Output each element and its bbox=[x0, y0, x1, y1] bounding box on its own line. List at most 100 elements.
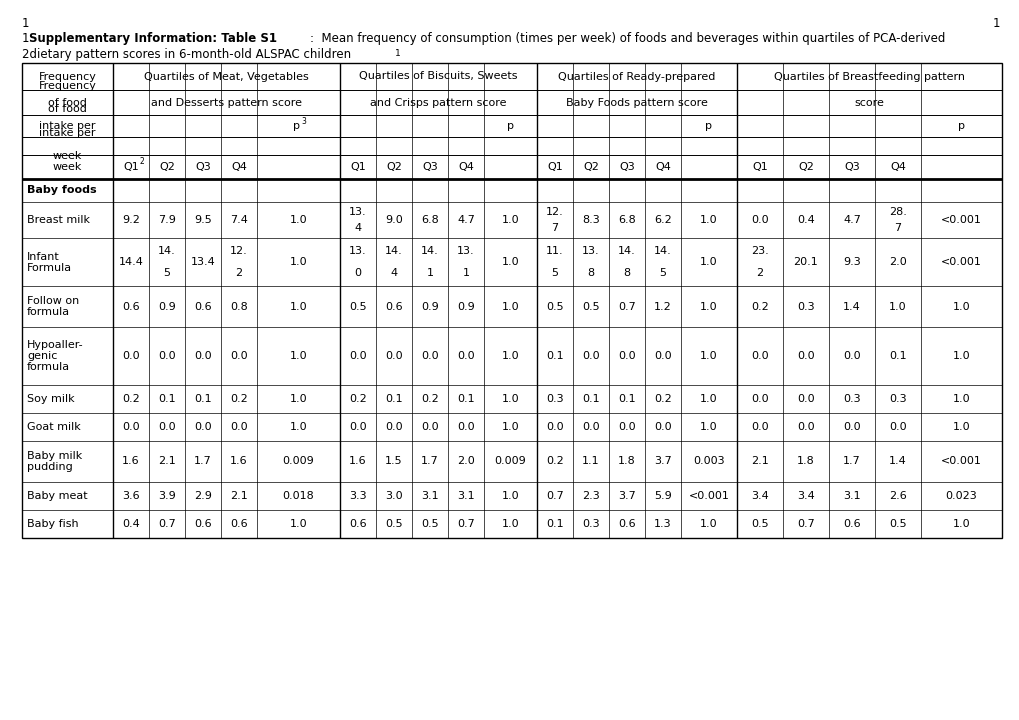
Text: 1.0: 1.0 bbox=[699, 302, 717, 312]
Text: 0.0: 0.0 bbox=[653, 422, 672, 432]
Text: 12.: 12. bbox=[230, 246, 248, 256]
Text: 0.2: 0.2 bbox=[348, 394, 367, 404]
Text: 0.1: 0.1 bbox=[618, 394, 635, 404]
Text: pudding: pudding bbox=[26, 462, 72, 472]
Text: 14.: 14. bbox=[158, 246, 175, 256]
Text: 1.8: 1.8 bbox=[618, 456, 635, 467]
Text: p: p bbox=[292, 121, 300, 131]
Text: 0.0: 0.0 bbox=[122, 351, 140, 361]
Text: 1.0: 1.0 bbox=[289, 302, 307, 312]
Text: Q3: Q3 bbox=[422, 162, 437, 172]
Text: 13.: 13. bbox=[348, 207, 367, 217]
Text: 1.0: 1.0 bbox=[289, 394, 307, 404]
Text: 2.0: 2.0 bbox=[889, 257, 906, 267]
Text: 0.0: 0.0 bbox=[653, 351, 672, 361]
Text: 5.9: 5.9 bbox=[653, 491, 672, 501]
Text: 0.0: 0.0 bbox=[582, 351, 599, 361]
Text: Q4: Q4 bbox=[458, 162, 474, 172]
Text: 1.0: 1.0 bbox=[289, 519, 307, 529]
Text: 9.3: 9.3 bbox=[843, 257, 860, 267]
Text: 0.3: 0.3 bbox=[545, 394, 564, 404]
Text: 1: 1 bbox=[462, 268, 469, 278]
Text: 0.0: 0.0 bbox=[122, 422, 140, 432]
Text: 4.7: 4.7 bbox=[457, 215, 475, 225]
Text: 8: 8 bbox=[587, 268, 594, 278]
Text: 0.023: 0.023 bbox=[945, 491, 976, 501]
Text: 1.6: 1.6 bbox=[230, 456, 248, 467]
Text: Q1: Q1 bbox=[751, 162, 767, 172]
Text: Hypoaller-: Hypoaller- bbox=[26, 340, 84, 350]
Text: 0.0: 0.0 bbox=[750, 351, 768, 361]
Text: Q2: Q2 bbox=[797, 162, 813, 172]
Text: Goat milk: Goat milk bbox=[26, 422, 81, 432]
Text: 1.0: 1.0 bbox=[501, 394, 519, 404]
Text: Infant: Infant bbox=[26, 251, 60, 261]
Text: 0: 0 bbox=[355, 268, 361, 278]
Text: 14.: 14. bbox=[421, 246, 438, 256]
Text: Q2: Q2 bbox=[159, 162, 175, 172]
Text: 1.0: 1.0 bbox=[699, 422, 717, 432]
Text: 20.1: 20.1 bbox=[793, 257, 817, 267]
Text: 0.7: 0.7 bbox=[457, 519, 475, 529]
Text: 3.1: 3.1 bbox=[421, 491, 438, 501]
Text: 0.0: 0.0 bbox=[582, 422, 599, 432]
Text: 1.2: 1.2 bbox=[653, 302, 672, 312]
Text: 0.0: 0.0 bbox=[457, 422, 475, 432]
Text: 13.: 13. bbox=[348, 246, 367, 256]
Text: 4: 4 bbox=[354, 222, 361, 233]
Text: 2.0: 2.0 bbox=[457, 456, 475, 467]
Text: 0.0: 0.0 bbox=[889, 422, 906, 432]
Text: <0.001: <0.001 bbox=[941, 215, 981, 225]
Text: 2.1: 2.1 bbox=[158, 456, 175, 467]
Text: 0.1: 0.1 bbox=[385, 394, 403, 404]
Text: 2.9: 2.9 bbox=[194, 491, 212, 501]
Text: 7: 7 bbox=[894, 222, 901, 233]
Text: :  Mean frequency of consumption (times per week) of foods and beverages within : : Mean frequency of consumption (times p… bbox=[310, 32, 945, 45]
Text: 4: 4 bbox=[390, 268, 397, 278]
Text: 0.6: 0.6 bbox=[618, 519, 635, 529]
Text: 0.1: 0.1 bbox=[582, 394, 599, 404]
Text: 0.5: 0.5 bbox=[889, 519, 906, 529]
Text: 1.0: 1.0 bbox=[501, 257, 519, 267]
Text: 0.0: 0.0 bbox=[158, 351, 175, 361]
Text: Q4: Q4 bbox=[654, 162, 671, 172]
Text: 0.003: 0.003 bbox=[693, 456, 725, 467]
Text: 1: 1 bbox=[426, 268, 433, 278]
Text: 0.6: 0.6 bbox=[348, 519, 367, 529]
Text: 0.009: 0.009 bbox=[494, 456, 526, 467]
Text: 9.0: 9.0 bbox=[385, 215, 403, 225]
Text: 0.0: 0.0 bbox=[421, 422, 438, 432]
Text: Q2: Q2 bbox=[385, 162, 401, 172]
Text: 0.0: 0.0 bbox=[843, 351, 860, 361]
Text: Quartiles of Ready-prepared: Quartiles of Ready-prepared bbox=[557, 71, 715, 81]
Text: 6.8: 6.8 bbox=[618, 215, 635, 225]
Text: 0.0: 0.0 bbox=[750, 394, 768, 404]
Text: 0.3: 0.3 bbox=[582, 519, 599, 529]
Text: Follow on: Follow on bbox=[26, 296, 79, 306]
Text: 1.0: 1.0 bbox=[952, 422, 969, 432]
Text: p: p bbox=[957, 121, 964, 131]
Text: Q3: Q3 bbox=[195, 162, 211, 172]
Text: 0.009: 0.009 bbox=[282, 456, 314, 467]
Text: 0.8: 0.8 bbox=[230, 302, 248, 312]
Text: week: week bbox=[53, 162, 83, 172]
Text: 1.0: 1.0 bbox=[952, 394, 969, 404]
Text: 1.0: 1.0 bbox=[699, 215, 717, 225]
Text: 1.0: 1.0 bbox=[952, 519, 969, 529]
Text: 1.3: 1.3 bbox=[653, 519, 672, 529]
Text: 1.7: 1.7 bbox=[194, 456, 212, 467]
Text: 0.0: 0.0 bbox=[843, 422, 860, 432]
Text: 0.6: 0.6 bbox=[122, 302, 140, 312]
Text: 0.0: 0.0 bbox=[750, 215, 768, 225]
Text: 0.2: 0.2 bbox=[545, 456, 564, 467]
Text: 14.4: 14.4 bbox=[118, 257, 144, 267]
Text: p: p bbox=[705, 121, 712, 131]
Text: 13.: 13. bbox=[457, 246, 475, 256]
Text: 9.2: 9.2 bbox=[122, 215, 140, 225]
Text: 0.018: 0.018 bbox=[282, 491, 314, 501]
Text: 1.0: 1.0 bbox=[289, 422, 307, 432]
Text: 1.0: 1.0 bbox=[501, 302, 519, 312]
Text: 0.7: 0.7 bbox=[796, 519, 814, 529]
Text: 0.0: 0.0 bbox=[194, 422, 212, 432]
Text: 0.7: 0.7 bbox=[618, 302, 635, 312]
